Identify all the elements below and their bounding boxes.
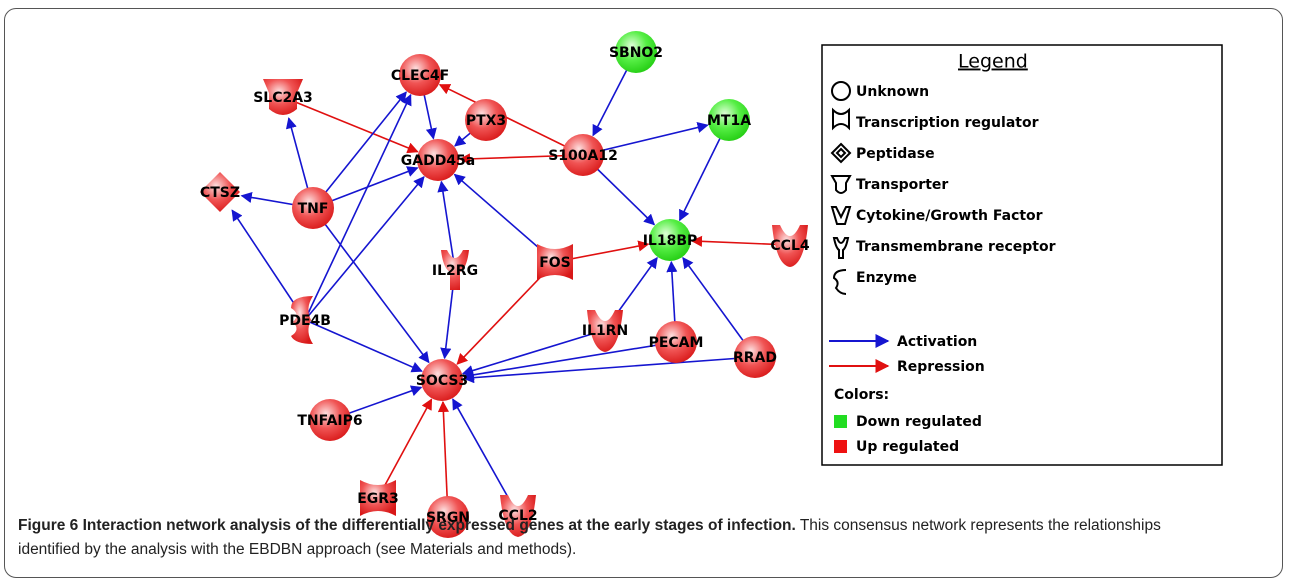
node-shape <box>734 336 776 378</box>
node-shape <box>417 139 459 181</box>
legend-color-label: Down regulated <box>856 414 982 430</box>
node-label: PECAM <box>649 335 704 351</box>
node-shape <box>291 296 313 344</box>
node-label: FOS <box>539 255 571 271</box>
node-shape <box>427 496 469 538</box>
legend-colors-title: Colors: <box>834 387 889 403</box>
node-shape <box>537 244 573 280</box>
node-label: RRAD <box>733 350 777 366</box>
node-shape <box>708 99 750 141</box>
node-label: TNF <box>298 201 329 217</box>
node-label: IL18BP <box>643 233 698 249</box>
node-shape <box>649 219 691 261</box>
legend-edge-label: Activation <box>897 334 977 350</box>
node-shape <box>772 225 808 267</box>
node-label: MT1A <box>707 113 751 129</box>
node-label: SOCS3 <box>416 373 468 389</box>
legend-shape-label: Unknown <box>856 84 929 100</box>
legend-color-label: Up regulated <box>856 439 959 455</box>
node-shape <box>200 172 240 212</box>
edge <box>462 341 677 381</box>
node-label: CTSZ <box>200 185 240 201</box>
node-shape <box>562 134 604 176</box>
node-label: IL1RN <box>582 323 628 339</box>
edge <box>282 96 419 154</box>
node-shape <box>655 321 697 363</box>
node-shape <box>309 399 351 441</box>
edge <box>437 180 456 271</box>
node-shape <box>441 250 469 290</box>
edge <box>231 209 306 321</box>
node-label: TNFAIP6 <box>297 413 362 429</box>
edge <box>312 207 430 364</box>
legend-shape-label: Enzyme <box>856 270 917 286</box>
edge <box>377 398 433 499</box>
legend-shape-label: Transporter <box>856 177 948 193</box>
node-label: CCL2 <box>498 508 537 524</box>
legend-shape-label: Transcription regulator <box>856 115 1039 131</box>
edge <box>582 122 709 156</box>
edge <box>304 176 425 321</box>
node-shape <box>292 187 334 229</box>
node-label: S100A12 <box>548 148 618 164</box>
edge <box>438 83 584 156</box>
caption: Figure 6 Interaction network analysis of… <box>18 514 1218 562</box>
node-label: PDE4B <box>279 313 331 329</box>
node-label: GADD45a <box>401 153 476 169</box>
node-shape <box>500 495 536 537</box>
node-label: CLEC4F <box>391 68 449 84</box>
node-shape <box>587 310 623 352</box>
node-label: PTX3 <box>466 113 506 129</box>
node-label: SBNO2 <box>609 45 663 61</box>
legend-title: Legend <box>958 51 1028 73</box>
legend-icons <box>829 81 890 453</box>
node-shape <box>263 79 303 115</box>
edge <box>304 319 423 373</box>
node-label: CCL4 <box>770 238 809 254</box>
caption-text: This consensus network represents the re… <box>18 517 1161 558</box>
caption-title: Figure 6 Interaction network analysis of… <box>18 517 796 534</box>
legend-shape-label: Cytokine/Growth Factor <box>856 208 1043 224</box>
edge <box>304 93 412 321</box>
edge <box>461 329 606 376</box>
node-shape <box>615 31 657 73</box>
node-label: SLC2A3 <box>253 90 313 106</box>
node-label: IL2RG <box>432 263 478 279</box>
node-shape <box>421 359 463 401</box>
legend-shape-label: Transmembrane receptor <box>856 239 1056 255</box>
node-shape <box>465 99 507 141</box>
node-shape <box>399 54 441 96</box>
node-shape <box>360 480 396 516</box>
figure-frame <box>4 8 1283 578</box>
node-label: SRGN <box>426 510 470 526</box>
legend-box <box>821 44 1223 466</box>
edge <box>690 235 791 247</box>
legend-edge-label: Repression <box>897 359 985 375</box>
node-label: EGR3 <box>357 491 399 507</box>
edge <box>312 91 407 209</box>
edge <box>462 356 756 384</box>
legend-shape-label: Peptidase <box>856 146 935 162</box>
